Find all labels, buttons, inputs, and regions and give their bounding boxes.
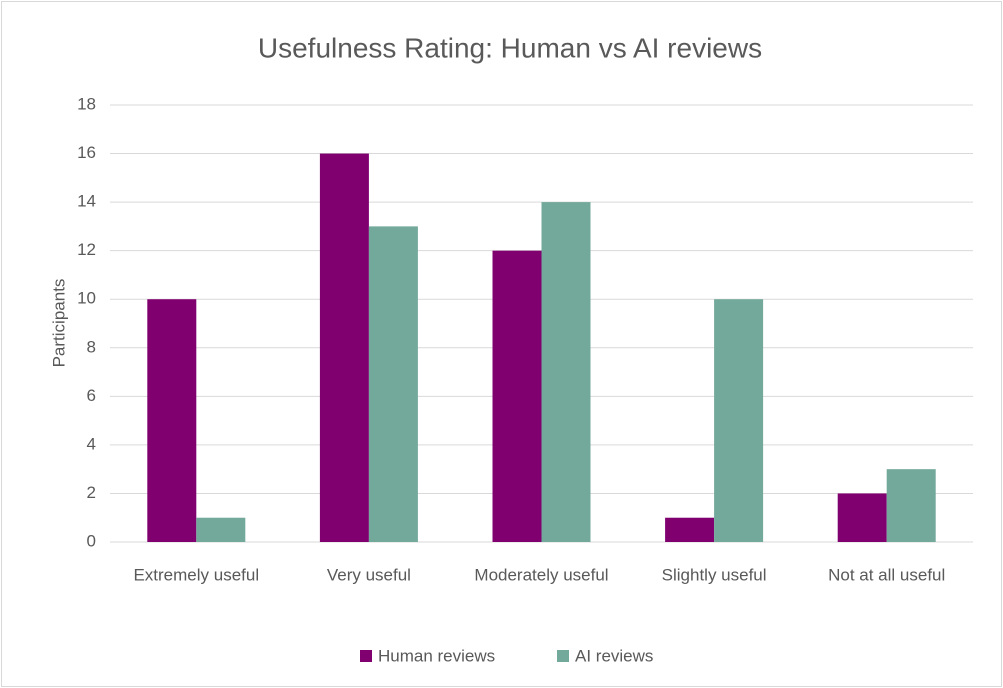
bar xyxy=(665,517,715,542)
bar xyxy=(492,250,542,542)
bar xyxy=(541,202,591,542)
y-tick-label: 2 xyxy=(87,483,96,502)
bar xyxy=(837,493,887,542)
x-tick-label: Slightly useful xyxy=(662,565,767,584)
legend-swatch xyxy=(557,650,569,662)
y-tick-label: 0 xyxy=(87,531,96,550)
chart-title: Usefulness Rating: Human vs AI reviews xyxy=(258,32,762,63)
y-tick-label: 6 xyxy=(87,386,96,405)
x-tick-label: Very useful xyxy=(327,565,411,584)
bar xyxy=(196,517,246,542)
y-tick-label: 8 xyxy=(87,337,96,356)
legend-swatch xyxy=(360,650,372,662)
y-tick-label: 10 xyxy=(77,289,96,308)
y-tick-label: 12 xyxy=(77,240,96,259)
bar xyxy=(886,469,936,542)
x-tick-label: Extremely useful xyxy=(133,565,259,584)
x-tick-label: Moderately useful xyxy=(474,565,608,584)
y-tick-label: 14 xyxy=(77,192,96,211)
bar xyxy=(319,153,369,543)
y-axis-label: Participants xyxy=(49,279,68,368)
legend-label: Human reviews xyxy=(378,646,495,665)
y-tick-label: 4 xyxy=(87,434,96,453)
x-tick-label: Not at all useful xyxy=(828,565,945,584)
y-tick-label: 16 xyxy=(77,143,96,162)
y-tick-label: 18 xyxy=(77,94,96,113)
bar xyxy=(147,299,197,542)
bar xyxy=(714,299,764,542)
bar xyxy=(368,226,418,542)
legend-label: AI reviews xyxy=(575,646,653,665)
